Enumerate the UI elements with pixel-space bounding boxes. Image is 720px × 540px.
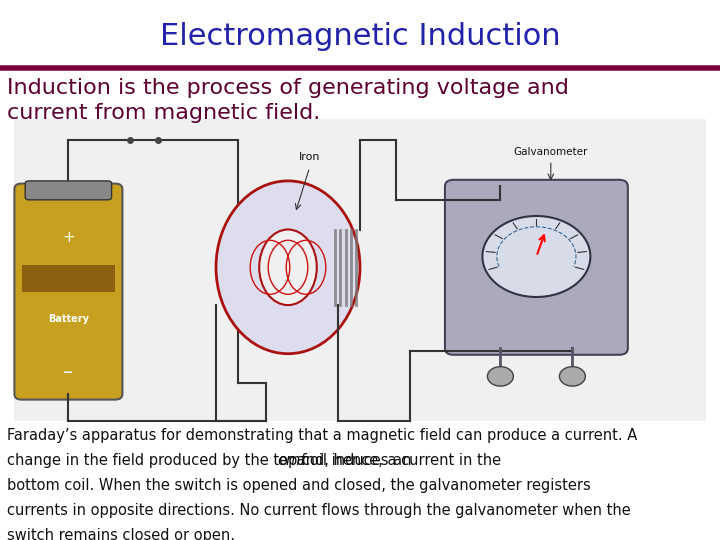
Text: –: – [63, 363, 73, 382]
FancyBboxPatch shape [14, 184, 122, 400]
FancyBboxPatch shape [445, 180, 628, 355]
Text: emf: emf [277, 453, 306, 468]
Text: Faraday’s apparatus for demonstrating that a magnetic field can produce a curren: Faraday’s apparatus for demonstrating th… [7, 428, 637, 443]
FancyBboxPatch shape [22, 265, 115, 292]
Text: currents in opposite directions. No current flows through the galvanometer when : currents in opposite directions. No curr… [7, 503, 631, 518]
Circle shape [482, 216, 590, 297]
Ellipse shape [259, 230, 317, 305]
FancyBboxPatch shape [14, 119, 706, 421]
Text: Induction is the process of generating voltage and
current from magnetic field.: Induction is the process of generating v… [7, 78, 569, 123]
Text: Galvanometer: Galvanometer [513, 146, 588, 157]
Circle shape [559, 367, 585, 386]
Text: Electromagnetic Induction: Electromagnetic Induction [160, 22, 560, 51]
Text: change in the field produced by the top coil induces an: change in the field produced by the top … [7, 453, 416, 468]
Circle shape [487, 367, 513, 386]
Text: switch remains closed or open.: switch remains closed or open. [7, 528, 235, 540]
Text: bottom coil. When the switch is opened and closed, the galvanometer registers: bottom coil. When the switch is opened a… [7, 478, 591, 493]
Ellipse shape [216, 181, 360, 354]
Text: Battery: Battery [48, 314, 89, 323]
Text: and, hence, a current in the: and, hence, a current in the [292, 453, 501, 468]
Text: Iron: Iron [299, 152, 320, 162]
Text: +: + [62, 230, 75, 245]
FancyBboxPatch shape [25, 181, 112, 200]
